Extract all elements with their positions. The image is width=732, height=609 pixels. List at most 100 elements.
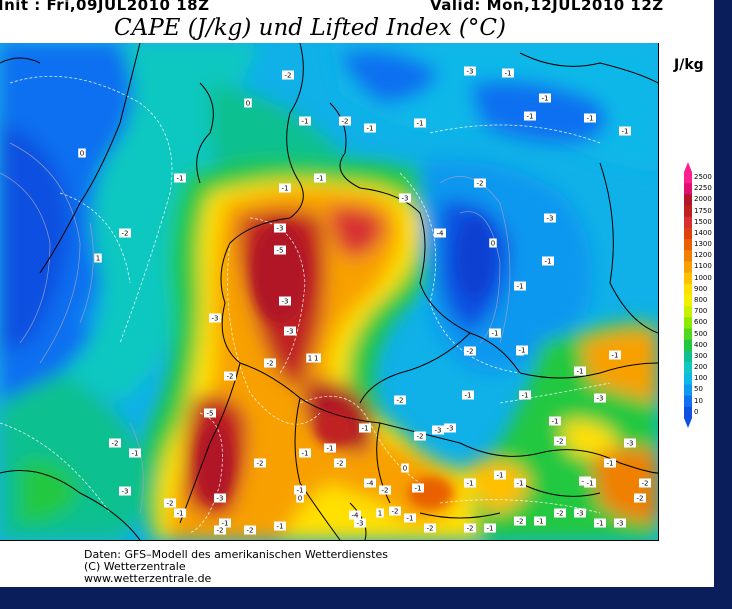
li-value-label: 1: [96, 255, 100, 263]
li-value-label: -1: [312, 355, 319, 363]
legend-level-label: 700: [694, 307, 708, 316]
li-value-label: -1: [297, 487, 304, 495]
li-label-bg: [554, 436, 566, 446]
legend-swatch: [684, 261, 692, 274]
li-label-bg: [542, 256, 554, 266]
li-value-label: -1: [577, 368, 584, 376]
li-label-bg: [412, 483, 424, 493]
li-value-label: -2: [267, 360, 274, 368]
li-value-label: -3: [447, 425, 454, 433]
li-label-bg: [78, 148, 86, 158]
li-value-label: -2: [112, 440, 119, 448]
li-label-bg: [279, 296, 291, 306]
li-label-bg: [494, 470, 506, 480]
li-label-bg: [414, 431, 426, 441]
legend-arrow-bottom: [684, 418, 692, 428]
li-label-bg: [584, 113, 596, 123]
li-value-label: 1: [378, 510, 382, 518]
legend-swatch: [684, 384, 692, 397]
li-label-bg: [514, 516, 526, 526]
li-value-label: -3: [577, 510, 584, 518]
li-value-label: -1: [607, 460, 614, 468]
li-label-bg: [502, 68, 514, 78]
li-label-bg: [209, 313, 221, 323]
li-value-label: -3: [617, 520, 624, 528]
li-value-label: -1: [497, 472, 504, 480]
li-value-label: -3: [212, 315, 219, 323]
li-label-bg: [539, 93, 551, 103]
li-value-label: -1: [177, 510, 184, 518]
li-label-bg: [294, 485, 306, 495]
li-label-bg: [274, 223, 286, 233]
li-value-label: -3: [435, 427, 442, 435]
legend-unit: J/kg: [674, 57, 704, 73]
li-value-label: -4: [352, 512, 360, 520]
li-label-bg: [464, 66, 476, 76]
li-value-label: -2: [557, 438, 564, 446]
legend-swatch: [684, 283, 692, 296]
li-label-bg: [219, 518, 231, 528]
li-label-bg: [464, 523, 476, 533]
li-label-bg: [639, 478, 651, 488]
li-value-label: -2: [557, 510, 564, 518]
legend-level-label: 400: [694, 340, 708, 349]
li-value-label: -1: [367, 125, 374, 133]
li-value-label: 0: [403, 465, 407, 473]
li-value-label: -3: [467, 68, 474, 76]
li-value-label: -1: [587, 115, 594, 123]
li-value-label: -2: [342, 118, 349, 126]
li-value-label: -1: [362, 425, 369, 433]
li-label-bg: [306, 353, 314, 363]
li-value-label: -5: [207, 410, 214, 418]
credits-data-source: Daten: GFS–Modell des amerikanischen Wet…: [84, 548, 388, 561]
li-label-bg: [594, 518, 606, 528]
li-label-bg: [484, 523, 496, 533]
li-value-label: -1: [417, 120, 424, 128]
li-label-bg: [401, 463, 409, 473]
legend-level-label: 1300: [694, 240, 712, 249]
li-label-bg: [464, 346, 476, 356]
li-value-label: -1: [537, 518, 544, 526]
li-label-bg: [584, 478, 596, 488]
li-value-label: -2: [337, 460, 344, 468]
li-label-bg: [624, 438, 636, 448]
li-value-label: -1: [302, 450, 309, 458]
li-label-bg: [204, 408, 216, 418]
legend-swatch: [684, 295, 692, 307]
li-label-bg: [514, 478, 526, 488]
li-value-label: 0: [491, 240, 495, 248]
li-label-bg: [609, 350, 621, 360]
li-label-bg: [299, 116, 311, 126]
li-value-label: -1: [517, 283, 524, 291]
legend-level-label: 1200: [694, 251, 712, 260]
li-label-bg: [309, 353, 321, 363]
borders: [0, 43, 658, 540]
legend-level-label: 600: [694, 318, 708, 327]
li-label-bg: [214, 525, 226, 535]
li-value-label: -2: [392, 508, 399, 516]
legend-level-label: 1750: [694, 206, 712, 215]
li-label-bg: [109, 438, 121, 448]
li-value-label: -1: [302, 118, 309, 126]
legend-swatch: [684, 306, 692, 318]
legend-swatch: [684, 272, 692, 285]
li-value-label: -1: [222, 520, 229, 528]
legend-level-label: 200: [694, 363, 708, 372]
legend-swatch: [684, 406, 692, 419]
li-value-label: -2: [427, 525, 434, 533]
li-label-bg: [444, 423, 456, 433]
li-label-bg: [516, 345, 528, 355]
li-value-label: -2: [122, 230, 129, 238]
li-label-bg: [489, 238, 497, 248]
li-value-label: -3: [402, 195, 409, 203]
li-label-bg: [264, 358, 276, 368]
li-value-label: -1: [487, 525, 494, 533]
li-label-bg: [349, 510, 361, 520]
map-title: CAPE (J/kg) und Lifted Index (°C): [114, 15, 506, 41]
li-label-bg: [214, 493, 226, 503]
legend-level-label: 1400: [694, 228, 712, 237]
li-label-bg: [339, 116, 351, 126]
li-label-bg: [324, 443, 336, 453]
legend-swatch: [684, 239, 692, 251]
li-value-label: -2: [217, 527, 224, 535]
